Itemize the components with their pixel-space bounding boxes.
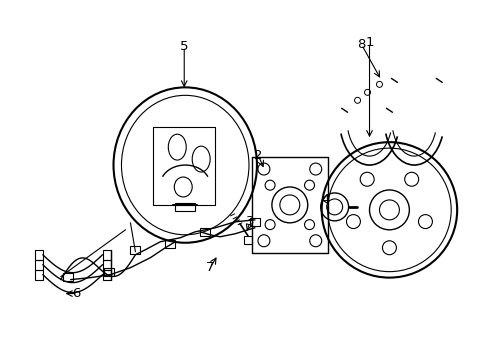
Bar <box>102 250 110 260</box>
Bar <box>244 236 251 244</box>
Bar <box>165 240 175 248</box>
Bar <box>102 260 110 270</box>
Text: 2: 2 <box>253 149 262 162</box>
Bar <box>35 260 42 270</box>
Text: 3: 3 <box>245 215 254 228</box>
Bar <box>103 268 113 276</box>
Text: 7: 7 <box>205 261 214 274</box>
Text: 6: 6 <box>72 287 81 300</box>
Bar <box>130 246 140 254</box>
Text: 1: 1 <box>365 36 373 49</box>
Bar <box>175 203 195 211</box>
Text: 5: 5 <box>180 40 188 53</box>
Bar <box>102 270 110 280</box>
Bar <box>249 218 260 226</box>
Bar <box>200 228 210 236</box>
Text: 8: 8 <box>357 38 365 51</box>
Bar <box>62 273 73 280</box>
Bar <box>35 250 42 260</box>
Text: 4: 4 <box>321 193 329 206</box>
Bar <box>35 270 42 280</box>
